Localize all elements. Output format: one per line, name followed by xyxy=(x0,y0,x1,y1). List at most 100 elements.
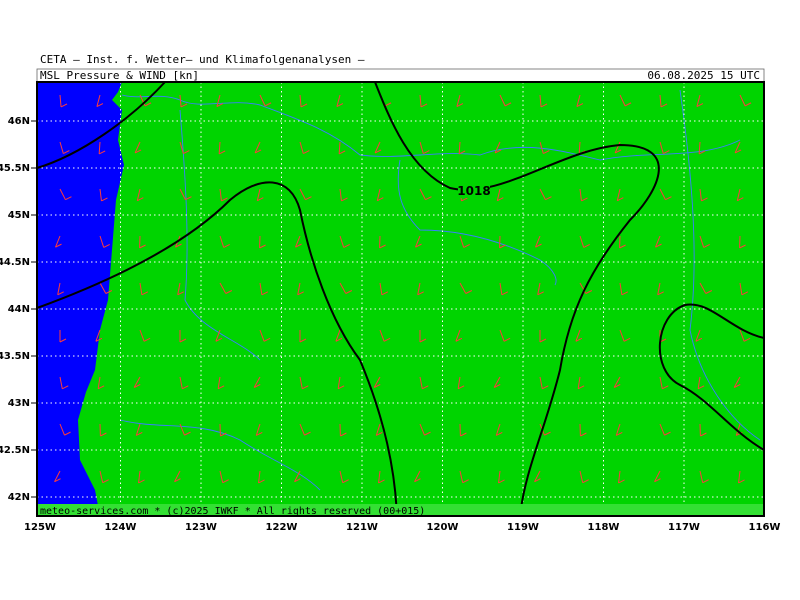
wind-barb xyxy=(419,423,425,436)
wind-barb xyxy=(59,141,64,154)
lat-label: 45.5N xyxy=(0,163,30,174)
wind-barb-flag xyxy=(461,197,468,202)
wind-barb xyxy=(498,470,501,483)
wind-barb-flag xyxy=(737,197,744,202)
lat-label: 43.5N xyxy=(0,351,30,362)
lon-label: 123W xyxy=(185,522,217,533)
isobar xyxy=(658,303,765,451)
wind-barb-flag xyxy=(624,102,632,107)
wind-barb xyxy=(659,423,665,436)
wind-barb-flag xyxy=(423,150,430,154)
wind-barb xyxy=(99,470,104,483)
river xyxy=(179,109,261,361)
wind-barb xyxy=(98,141,101,155)
wind-barb xyxy=(698,141,701,155)
wind-barb xyxy=(254,141,261,154)
wind-barb-flag xyxy=(378,479,385,484)
wind-barb-flag xyxy=(373,384,381,388)
wind-barb xyxy=(455,329,461,342)
wind-barb-flag xyxy=(698,150,706,155)
wind-barb xyxy=(419,188,426,200)
wind-barb xyxy=(539,141,544,154)
isobars xyxy=(36,81,765,517)
wind-barb-flag xyxy=(335,337,343,342)
wind-barb-flag xyxy=(376,431,383,436)
wind-barb-flag xyxy=(134,149,142,154)
wind-barb-flag xyxy=(657,291,664,296)
wind-barb-flag xyxy=(621,291,629,296)
wind-barb-flag xyxy=(141,291,149,296)
wind-barb-flag xyxy=(623,337,631,342)
wind-barb-flag xyxy=(137,197,144,202)
wind-barb-flag xyxy=(462,479,469,484)
wind-barb-flag xyxy=(497,197,504,202)
wind-barb xyxy=(579,235,585,248)
wind-barb xyxy=(259,94,266,107)
lon-label: 117W xyxy=(668,522,700,533)
wind-barb-flag xyxy=(660,103,668,108)
wind-barb-flag xyxy=(144,102,152,107)
lat-label: 42N xyxy=(8,492,30,503)
wind-barb-flag xyxy=(617,197,624,202)
wind-barb-flag xyxy=(535,243,542,248)
wind-barb xyxy=(373,376,381,388)
wind-barb xyxy=(55,235,61,248)
wind-barb-flag xyxy=(179,338,187,343)
product-title: MSL_Pressure_&_WIND [kn] xyxy=(40,69,199,82)
wind-barb xyxy=(59,94,62,107)
wind-barb xyxy=(135,423,141,436)
wind-barb xyxy=(459,235,465,248)
wind-barb xyxy=(696,94,701,107)
wind-barb-flag xyxy=(743,337,751,342)
wind-barb-flag xyxy=(100,432,107,437)
wind-barb xyxy=(739,282,743,295)
wind-barb xyxy=(294,470,301,482)
wind-barbs xyxy=(54,94,752,484)
wind-barb-flag xyxy=(103,243,110,248)
wind-barb xyxy=(456,94,461,107)
lon-label: 120W xyxy=(427,522,459,533)
wind-barb-flag xyxy=(701,197,708,202)
wind-barb-flag xyxy=(60,103,68,108)
wind-barb-flag xyxy=(263,337,271,342)
wind-barb-flag xyxy=(215,337,223,342)
lon-label: 124W xyxy=(105,522,137,533)
wind-barb xyxy=(733,376,741,388)
wind-barb xyxy=(219,235,225,248)
wind-barb-flag xyxy=(305,196,312,201)
wind-barb xyxy=(534,470,541,482)
wind-barb-flag xyxy=(345,290,353,294)
wind-barb xyxy=(219,470,224,483)
wind-barb xyxy=(136,188,141,201)
wind-barb-flag xyxy=(182,385,189,390)
lat-label: 43N xyxy=(8,398,30,409)
wind-barb xyxy=(537,282,541,295)
wind-barb-flag xyxy=(62,385,69,390)
wind-barb-flag xyxy=(223,243,230,248)
river xyxy=(679,89,761,441)
river xyxy=(119,419,321,491)
wind-barb xyxy=(96,94,101,107)
lat-label: 44.5N xyxy=(0,257,30,268)
wind-barb-flag xyxy=(55,243,62,248)
wind-barb xyxy=(297,282,301,295)
wind-barb-flag xyxy=(420,103,428,108)
wind-barb xyxy=(379,329,385,342)
wind-barb-flag xyxy=(342,479,349,484)
wind-barb-flag xyxy=(256,431,263,436)
wind-barb xyxy=(57,282,61,295)
wind-barb-flag xyxy=(180,103,188,108)
wind-barb-flag xyxy=(254,149,262,154)
wind-barb xyxy=(495,423,501,436)
wind-barb-flag xyxy=(57,291,64,296)
wind-barb xyxy=(179,94,182,107)
wind-barb-flag xyxy=(54,478,61,483)
map-area: 1018 meteo-services.com * (c)2025 IWKF *… xyxy=(36,81,765,517)
wind-barb-flag xyxy=(253,384,261,388)
wind-barb xyxy=(299,423,305,436)
wind-barb xyxy=(576,94,581,107)
wind-barb-flag xyxy=(700,432,707,437)
river xyxy=(397,159,557,286)
wind-barb xyxy=(613,376,621,388)
wind-barb-flag xyxy=(741,291,749,296)
